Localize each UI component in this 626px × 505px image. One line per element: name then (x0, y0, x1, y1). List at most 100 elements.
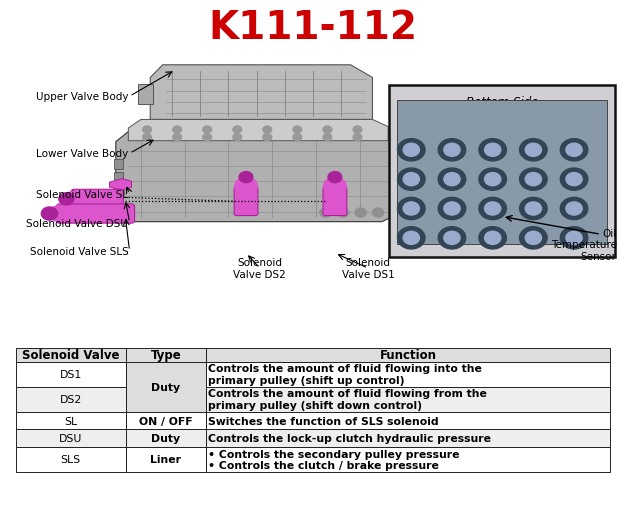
Circle shape (566, 203, 582, 216)
Text: Type: Type (150, 348, 181, 362)
Circle shape (233, 134, 242, 141)
Circle shape (525, 144, 541, 157)
Circle shape (203, 127, 212, 134)
Bar (126, 412, 206, 429)
Bar (206, 348, 610, 362)
Circle shape (444, 232, 460, 245)
Circle shape (444, 173, 460, 186)
Circle shape (398, 227, 425, 249)
Circle shape (403, 144, 419, 157)
Polygon shape (150, 66, 372, 120)
Circle shape (479, 139, 506, 162)
Circle shape (520, 139, 547, 162)
Text: • Controls the secondary pulley pressure
• Controls the clutch / brake pressure: • Controls the secondary pulley pressure… (208, 449, 460, 470)
Bar (16, 348, 126, 362)
Bar (16, 387, 126, 412)
Text: Function: Function (379, 348, 437, 362)
Circle shape (353, 127, 362, 134)
Text: Switches the function of SLS solenoid: Switches the function of SLS solenoid (208, 416, 439, 426)
Text: Solenoid Valve DSU: Solenoid Valve DSU (26, 218, 128, 228)
Bar (126, 447, 206, 472)
Bar (126, 429, 206, 447)
Circle shape (173, 127, 182, 134)
Bar (114, 173, 123, 182)
Bar (114, 160, 123, 169)
Circle shape (566, 173, 582, 186)
Text: Solenoid
Valve DS2: Solenoid Valve DS2 (233, 258, 286, 279)
Circle shape (566, 144, 582, 157)
Circle shape (203, 134, 212, 141)
Circle shape (293, 134, 302, 141)
Text: DS2: DS2 (59, 394, 82, 405)
Text: Solenoid Valve: Solenoid Valve (22, 348, 120, 362)
FancyBboxPatch shape (323, 187, 347, 216)
Text: Solenoid
Valve DS1: Solenoid Valve DS1 (342, 258, 394, 279)
Circle shape (479, 227, 506, 249)
Circle shape (403, 203, 419, 216)
Circle shape (233, 127, 242, 134)
Circle shape (444, 203, 460, 216)
Circle shape (143, 134, 151, 141)
Text: Solenoid Valve SL: Solenoid Valve SL (36, 189, 128, 199)
Circle shape (520, 169, 547, 191)
Circle shape (485, 173, 501, 186)
Circle shape (323, 127, 332, 134)
Circle shape (398, 198, 425, 220)
Circle shape (320, 209, 331, 218)
Bar (206, 387, 610, 412)
Text: ON / OFF: ON / OFF (139, 416, 193, 426)
Circle shape (520, 227, 547, 249)
Circle shape (263, 127, 272, 134)
Circle shape (235, 178, 257, 196)
Text: SLS: SLS (61, 454, 81, 465)
FancyBboxPatch shape (234, 187, 258, 216)
Text: Liner: Liner (150, 454, 182, 465)
Bar (16, 362, 126, 387)
Circle shape (479, 169, 506, 191)
Bar (16, 429, 126, 447)
FancyBboxPatch shape (71, 190, 123, 209)
Bar (114, 185, 123, 194)
Circle shape (263, 134, 272, 141)
Circle shape (479, 198, 506, 220)
Circle shape (353, 134, 362, 141)
Circle shape (49, 206, 69, 222)
Text: Lower Valve Body: Lower Valve Body (36, 149, 128, 159)
Text: SL: SL (64, 416, 77, 426)
Text: K111-112: K111-112 (208, 9, 418, 47)
Circle shape (520, 198, 547, 220)
Circle shape (560, 198, 588, 220)
Circle shape (323, 134, 332, 141)
Bar (126, 362, 206, 412)
Bar (206, 429, 610, 447)
Circle shape (566, 232, 582, 245)
Circle shape (337, 209, 349, 218)
Circle shape (560, 139, 588, 162)
Bar (16, 412, 126, 429)
Circle shape (398, 139, 425, 162)
Text: Oil
Temperature
Sensor: Oil Temperature Sensor (551, 228, 617, 262)
Circle shape (64, 192, 83, 207)
Bar (138, 85, 153, 105)
Circle shape (324, 178, 346, 196)
Circle shape (372, 209, 384, 218)
Circle shape (143, 127, 151, 134)
Circle shape (438, 169, 466, 191)
Text: Bottom Side: Bottom Side (466, 96, 538, 109)
Circle shape (403, 232, 419, 245)
Circle shape (444, 144, 460, 157)
Circle shape (438, 198, 466, 220)
Circle shape (328, 172, 342, 183)
Circle shape (525, 203, 541, 216)
Bar (206, 447, 610, 472)
Circle shape (239, 172, 253, 183)
Circle shape (41, 208, 58, 221)
Polygon shape (110, 179, 131, 191)
Text: Duty: Duty (151, 433, 180, 443)
Text: Controls the amount of fluid flowing from the
primary pulley (shift down control: Controls the amount of fluid flowing fro… (208, 389, 487, 410)
Circle shape (59, 193, 74, 206)
Bar (16, 447, 126, 472)
Text: Solenoid Valve SLS: Solenoid Valve SLS (29, 246, 128, 257)
Circle shape (438, 139, 466, 162)
Circle shape (173, 134, 182, 141)
